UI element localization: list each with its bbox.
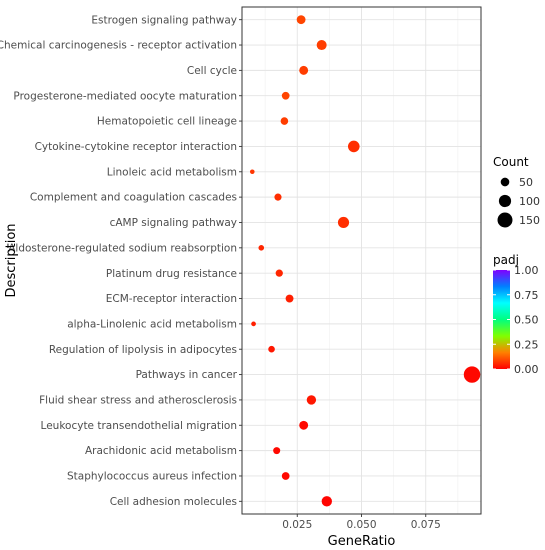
x-tick-label: 0.075 [411, 519, 441, 531]
y-tick-label: Estrogen signaling pathway [91, 14, 237, 26]
color-legend-title: padj [493, 253, 519, 267]
data-point [258, 245, 265, 251]
y-tick-label: Complement and coagulation cascades [30, 192, 237, 204]
data-point [273, 447, 281, 455]
data-point [316, 40, 327, 51]
y-tick-label: Cell cycle [187, 65, 237, 77]
y-tick-label: Hematopoietic cell lineage [97, 116, 237, 128]
y-tick-label: Progesterone-mediated oocyte maturation [13, 90, 237, 102]
data-point [275, 269, 283, 277]
data-point [249, 169, 255, 175]
data-point [463, 366, 481, 383]
y-tick-label: Cell adhesion molecules [110, 496, 237, 508]
y-tick-label: Staphylococcus aureus infection [67, 471, 237, 483]
color-legend-label: 0.75 [514, 289, 539, 302]
y-axis-title: Description [4, 223, 19, 297]
data-point [321, 496, 332, 507]
data-point [299, 420, 309, 430]
data-point [337, 216, 350, 229]
size-legend-label: 150 [519, 214, 540, 227]
x-axis-title: GeneRatio [328, 534, 396, 549]
y-tick-label: Chemical carcinogenesis - receptor activ… [0, 40, 237, 52]
x-tick-label: 0.050 [346, 519, 376, 531]
y-tick-label: Aldosterone-regulated sodium reabsorptio… [8, 242, 237, 254]
y-tick-label: Regulation of lipolysis in adipocytes [49, 344, 237, 356]
data-point [299, 65, 309, 75]
size-legend-key [498, 194, 512, 208]
data-point [347, 140, 360, 153]
data-point [296, 15, 306, 25]
data-point [251, 321, 256, 327]
y-tick-label: Fluid shear stress and atherosclerosis [39, 395, 237, 407]
data-point [281, 472, 290, 480]
size-legend-key [497, 212, 513, 228]
color-legend-bar [493, 270, 510, 369]
data-point [306, 395, 317, 405]
y-tick-label: Leukocyte transendothelial migration [41, 420, 237, 432]
data-point [280, 117, 289, 125]
data-point [285, 294, 294, 303]
x-tick-label: 0.025 [282, 519, 312, 531]
y-tick-label: Pathways in cancer [136, 369, 238, 381]
data-point [281, 91, 290, 100]
size-legend-label: 100 [519, 195, 540, 208]
size-legend-title: Count [493, 155, 529, 169]
y-tick-label: ECM-receptor interaction [106, 293, 237, 305]
y-tick-label: Linoleic acid metabolism [107, 166, 237, 178]
y-tick-label: Platinum drug resistance [106, 268, 237, 280]
size-legend-label: 50 [519, 176, 533, 189]
y-tick-label: Arachidonic acid metabolism [85, 445, 237, 457]
color-legend-label: 0.25 [514, 338, 539, 351]
data-point [274, 193, 282, 201]
color-legend-label: 1.00 [514, 264, 539, 277]
y-tick-label: Cytokine-cytokine receptor interaction [35, 141, 237, 153]
color-legend-label: 0.50 [514, 314, 539, 327]
color-legend-label: 0.00 [514, 363, 539, 376]
y-tick-label: alpha-Linolenic acid metabolism [67, 318, 237, 330]
y-tick-label: cAMP signaling pathway [110, 217, 237, 229]
size-legend-key [500, 177, 510, 187]
data-point [268, 345, 275, 353]
